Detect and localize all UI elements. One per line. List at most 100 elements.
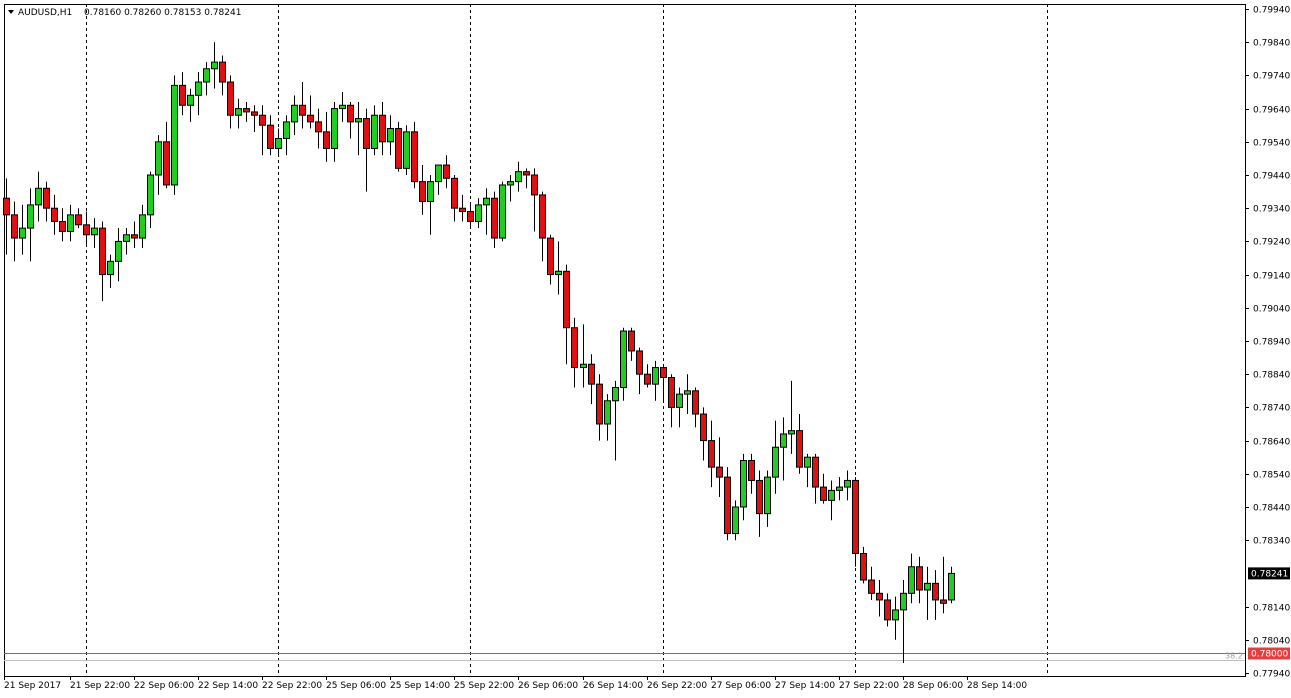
- candle-body: [187, 94, 194, 106]
- x-tick-label: 26 Sep 06:00: [518, 681, 578, 691]
- y-tick-label: 0.78140: [1253, 604, 1290, 614]
- x-tick-label: 22 Sep 22:00: [262, 681, 322, 691]
- candle-body: [11, 214, 18, 239]
- candle-body: [588, 363, 595, 385]
- y-tick-label: 0.79140: [1253, 272, 1290, 282]
- candle-body: [539, 194, 546, 239]
- y-tick-label: 0.78640: [1253, 438, 1290, 448]
- y-tick-label: 0.79940: [1253, 6, 1290, 16]
- candle-body: [3, 197, 10, 216]
- candle-body: [403, 131, 410, 169]
- candle-body: [363, 118, 370, 149]
- x-tick-label: 22 Sep 14:00: [198, 681, 258, 691]
- candle-body: [940, 599, 947, 604]
- candle-body: [547, 237, 554, 276]
- candle-body: [628, 330, 635, 352]
- candle-body: [443, 164, 450, 179]
- candle-body: [636, 350, 643, 375]
- candle-body: [323, 131, 330, 149]
- candle-body: [171, 84, 178, 186]
- candle-body: [483, 197, 490, 206]
- candle-body: [155, 141, 162, 176]
- candle-body: [876, 592, 883, 601]
- candle-body: [892, 609, 899, 621]
- candle-body: [355, 118, 362, 123]
- y-tick-label: 0.78540: [1253, 471, 1290, 481]
- candle-body: [756, 479, 763, 515]
- candle-body: [19, 227, 26, 239]
- x-tick-label: 28 Sep 06:00: [903, 681, 963, 691]
- candle-body: [147, 174, 154, 216]
- y-tick-label: 0.79740: [1253, 72, 1290, 82]
- candle-body: [123, 234, 130, 242]
- candle-body: [724, 476, 731, 535]
- candle-body: [908, 566, 915, 594]
- candle-body: [684, 390, 691, 395]
- candle-body: [67, 214, 74, 232]
- candle-body: [411, 131, 418, 183]
- plot-frame: [4, 4, 1246, 677]
- candle-body: [644, 373, 651, 385]
- y-tick-label: 0.78740: [1253, 404, 1290, 414]
- candle-body: [499, 184, 506, 239]
- candle-body: [195, 81, 202, 96]
- candle-body: [35, 187, 42, 206]
- current-price-label: 0.78241: [1251, 569, 1288, 579]
- y-tick-label: 0.77940: [1253, 670, 1290, 680]
- candle-body: [748, 460, 755, 481]
- candle-body: [652, 367, 659, 385]
- candle-body: [179, 84, 186, 106]
- candle-body: [259, 114, 266, 126]
- candle-body: [131, 234, 138, 239]
- candle-body: [467, 211, 474, 222]
- candle-body: [932, 582, 939, 601]
- candle-body: [844, 479, 851, 488]
- candle-body: [563, 270, 570, 329]
- candle-body: [692, 390, 699, 415]
- candle-body: [491, 197, 498, 239]
- x-tick-label: 26 Sep 14:00: [583, 681, 643, 691]
- candle-body: [275, 137, 282, 149]
- candle-body: [435, 164, 442, 183]
- dropdown-triangle-icon[interactable]: [8, 10, 14, 14]
- candle-body: [596, 383, 603, 425]
- current-price-badge: [1248, 567, 1290, 580]
- candle-body: [459, 207, 466, 213]
- candle-body: [620, 330, 627, 388]
- candle-body: [772, 446, 779, 478]
- y-tick-label: 0.79540: [1253, 139, 1290, 149]
- candle-body: [884, 599, 891, 621]
- candle-body: [291, 104, 298, 123]
- ohlc-readout: 0.78160 0.78260 0.78153 0.78241: [84, 8, 241, 18]
- candle-body: [315, 121, 322, 133]
- candle-body: [139, 214, 146, 239]
- x-tick-label: 28 Sep 14:00: [967, 681, 1027, 691]
- candle-body: [676, 393, 683, 408]
- candle-body: [299, 104, 306, 116]
- candle-body: [451, 177, 458, 209]
- candle-body: [812, 456, 819, 488]
- candle-body: [227, 81, 234, 116]
- y-tick-label: 0.79440: [1253, 172, 1290, 182]
- candle-body: [900, 592, 907, 611]
- y-tick-label: 0.79640: [1253, 106, 1290, 116]
- candle-body: [924, 582, 931, 591]
- candle-body: [716, 466, 723, 478]
- y-tick-label: 0.79040: [1253, 305, 1290, 315]
- candle-body: [828, 489, 835, 501]
- x-tick-label: 22 Sep 06:00: [134, 681, 194, 691]
- candle-body: [83, 224, 90, 236]
- x-tick-label: 26 Sep 22:00: [647, 681, 707, 691]
- y-tick-label: 0.78040: [1253, 637, 1290, 647]
- candle-body: [740, 460, 747, 508]
- candle-body: [555, 270, 562, 276]
- candle-body: [732, 506, 739, 535]
- candle-body: [700, 413, 707, 442]
- x-tick-label: 27 Sep 14:00: [775, 681, 835, 691]
- candle-body: [419, 181, 426, 203]
- candle-body: [107, 260, 114, 276]
- candle-body: [75, 214, 82, 226]
- candle-body: [764, 476, 771, 515]
